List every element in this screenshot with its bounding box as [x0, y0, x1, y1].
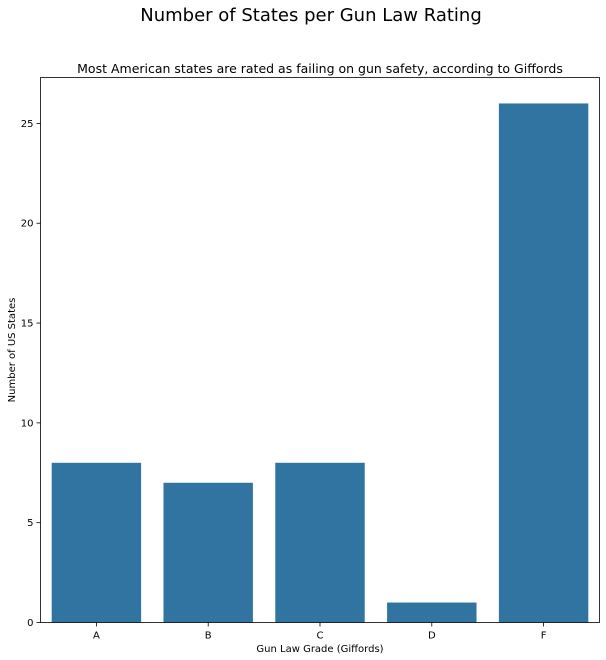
chart-title: Number of States per Gun Law Rating [140, 5, 482, 26]
y-axis-ticks: 0 5 10 15 20 25 [21, 119, 41, 629]
y-tick-label: 20 [21, 219, 34, 230]
bar-d [387, 602, 477, 623]
x-axis-label: Gun Law Grade (Giffords) [256, 644, 383, 655]
x-tick-label: C [317, 631, 324, 642]
y-tick-label: 5 [27, 518, 33, 529]
y-tick-label: 10 [21, 418, 34, 429]
chart-subtitle: Most American states are rated as failin… [77, 61, 563, 76]
x-tick-label: B [205, 631, 212, 642]
x-tick-label: A [93, 631, 100, 642]
bar-c [275, 462, 365, 623]
y-tick-label: 15 [21, 319, 34, 330]
y-tick-label: 0 [27, 618, 33, 629]
y-axis-label: Number of US States [7, 298, 18, 403]
bar-f [498, 103, 589, 623]
x-tick-label: D [428, 631, 436, 642]
plot-frame [40, 77, 600, 623]
x-tick-label: F [541, 631, 547, 642]
bar-a [51, 462, 142, 623]
bar-b [163, 482, 253, 623]
y-tick-label: 25 [21, 119, 34, 130]
bars-group [51, 103, 589, 623]
